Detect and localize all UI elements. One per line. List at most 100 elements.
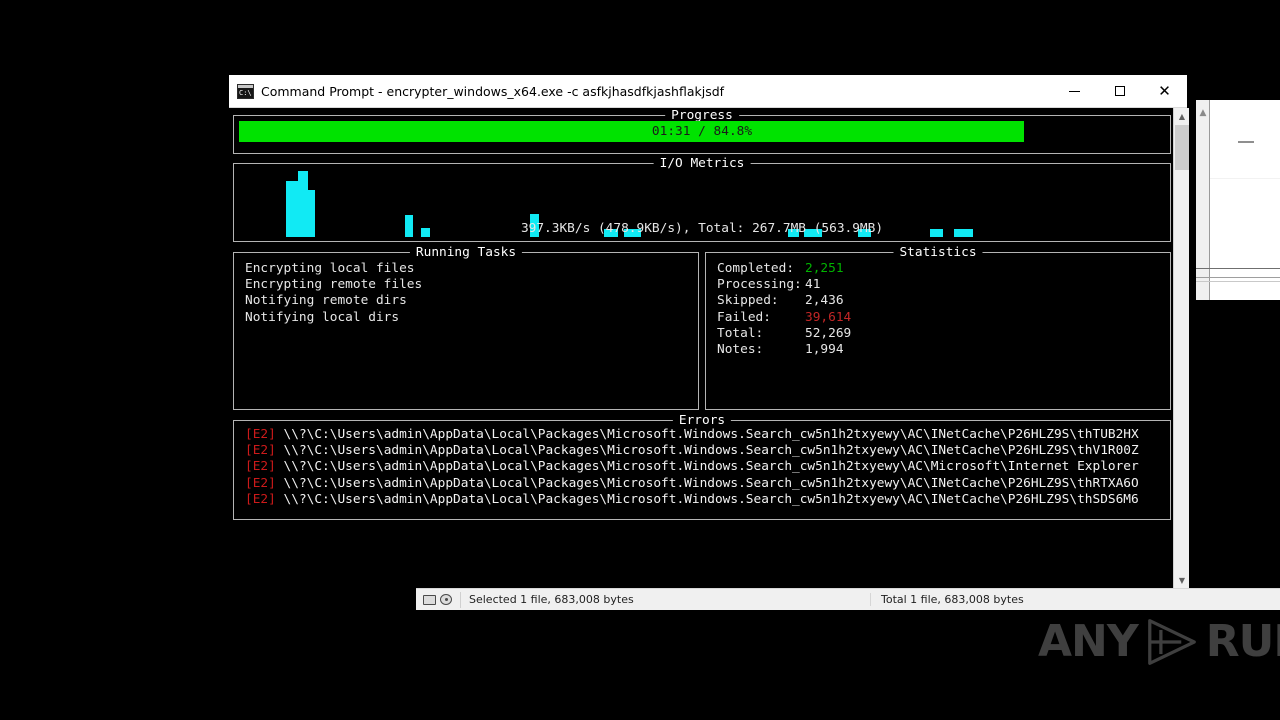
io-bar — [405, 215, 413, 237]
background-divider — [1196, 281, 1280, 282]
background-divider — [1196, 268, 1280, 269]
statistics-row: Notes: 1,994 — [717, 342, 1164, 358]
background-window-sidebar — [1196, 100, 1210, 300]
error-path: \\?\C:\Users\admin\AppData\Local\Package… — [283, 475, 1139, 491]
statistics-list: Completed: 2,251 Processing: 41 Skipped: 2,43… — [717, 261, 1164, 358]
scroll-up-icon[interactable]: ▲ — [1178, 112, 1186, 121]
statistics-label: Processing: — [717, 277, 802, 293]
errors-panel: Errors [E2] \\?\C:\Users\admin\AppData\L… — [233, 413, 1171, 520]
statistics-row: Failed: 39,614 — [717, 310, 1164, 326]
io-bar — [308, 190, 315, 237]
statistics-label: Completed: — [717, 261, 795, 276]
chevron-up-icon[interactable]: ▲ — [1199, 108, 1207, 118]
scroll-down-icon[interactable]: ▼ — [1178, 576, 1186, 585]
running-task-item: Encrypting remote files — [245, 277, 423, 293]
command-prompt-window: Command Prompt - encrypter_windows_x64.e… — [228, 74, 1189, 605]
scrollbar-thumb[interactable] — [1175, 125, 1189, 170]
status-bar: Selected 1 file, 683,008 bytes Total 1 f… — [416, 588, 1280, 610]
io-bar — [858, 229, 871, 237]
errors-panel-title: Errors — [672, 413, 732, 428]
io-throughput-chart — [236, 166, 1168, 239]
io-bar — [954, 229, 973, 237]
maximize-icon — [1114, 86, 1125, 96]
statistics-value: 39,614 — [805, 309, 852, 325]
background-divider — [1210, 178, 1280, 179]
disc-icon — [440, 594, 452, 605]
minimize-button[interactable] — [1052, 75, 1097, 107]
error-code-badge: [E2] — [245, 443, 284, 459]
statistics-panel: Statistics Completed: 2,251 Processing: 41 S… — [705, 245, 1171, 410]
statistics-row: Skipped: 2,436 — [717, 293, 1164, 309]
status-bar-divider — [460, 591, 461, 608]
statistics-value: 2,251 — [805, 261, 844, 276]
statistics-value: 41 — [805, 277, 821, 293]
error-code-badge: [E2] — [245, 427, 284, 442]
error-code-badge: [E2] — [245, 459, 284, 475]
io-bar — [298, 171, 308, 237]
running-tasks-list: Encrypting local files Encrypting remote … — [245, 261, 692, 326]
running-task-item: Encrypting local files — [245, 261, 415, 276]
window-controls: ✕ — [1052, 75, 1187, 107]
statistics-label: Skipped: — [717, 293, 779, 309]
io-bar — [624, 229, 641, 237]
status-selected-info: Selected 1 file, 683,008 bytes — [469, 593, 634, 606]
window-title: Command Prompt - encrypter_windows_x64.e… — [261, 83, 725, 99]
statistics-row: Completed: 2,251 — [717, 261, 1164, 277]
progress-bar: 01:31 / 84.8% — [239, 121, 1165, 142]
minimize-icon — [1069, 90, 1080, 92]
error-row: [E2] \\?\C:\Users\admin\AppData\Local\Pa… — [245, 427, 1166, 443]
io-bar — [804, 229, 822, 237]
io-metrics-panel: I/O Metrics 397.3KB/s (478.9KB/s), Total… — [233, 156, 1171, 242]
background-window — [1196, 100, 1280, 300]
close-button[interactable]: ✕ — [1142, 75, 1187, 107]
monitor-icon — [423, 594, 436, 605]
watermark-text-run: RUN — [1205, 616, 1280, 667]
statistics-row: Total: 52,269 — [717, 326, 1164, 342]
error-row: [E2] \\?\C:\Users\admin\AppData\Local\Pa… — [245, 476, 1166, 492]
io-metrics-panel-title: I/O Metrics — [653, 156, 751, 171]
watermark-text-any: ANY — [1038, 616, 1139, 667]
progress-bar-fill — [239, 121, 1025, 142]
console-output: Progress 01:31 / 84.8% I/O Metrics 397.3… — [229, 108, 1189, 605]
statistics-value: 1,994 — [805, 342, 844, 358]
progress-panel-title: Progress — [665, 108, 739, 123]
cmd-icon — [237, 83, 254, 99]
statistics-label: Total: — [717, 325, 764, 341]
statistics-row: Processing: 41 — [717, 277, 1164, 293]
error-path: \\?\C:\Users\admin\AppData\Local\Package… — [283, 491, 1139, 507]
io-bar — [788, 229, 799, 237]
statistics-label: Notes: — [717, 342, 764, 358]
error-code-badge: [E2] — [245, 475, 284, 491]
errors-list: [E2] \\?\C:\Users\admin\AppData\Local\Pa… — [245, 427, 1166, 508]
statistics-panel-title: Statistics — [893, 245, 983, 260]
io-bar — [930, 229, 943, 237]
error-path: \\?\C:\Users\admin\AppData\Local\Package… — [283, 459, 1139, 475]
anyrun-watermark: ANY RUN — [1038, 616, 1280, 667]
status-total-info: Total 1 file, 683,008 bytes — [870, 593, 1280, 606]
error-path: \\?\C:\Users\admin\AppData\Local\Package… — [283, 443, 1139, 459]
play-triangle-icon — [1147, 618, 1196, 665]
io-summary-text: 397.3KB/s (478.9KB/s), Total: 267.7MB (5… — [520, 221, 884, 236]
io-bar — [530, 214, 539, 237]
close-icon: ✕ — [1158, 81, 1171, 100]
io-bar — [604, 229, 618, 237]
running-tasks-panel: Running Tasks Encrypting local files Encr… — [233, 245, 699, 410]
status-bar-icons — [423, 594, 452, 605]
io-bar — [421, 228, 430, 237]
console-scrollbar[interactable]: ▲ ▼ — [1173, 108, 1189, 589]
io-bar — [286, 181, 298, 237]
statistics-value: 52,269 — [805, 325, 852, 341]
titlebar[interactable]: Command Prompt - encrypter_windows_x64.e… — [229, 75, 1187, 108]
error-path: \\?\C:\Users\admin\AppData\Local\Package… — [283, 427, 1139, 442]
progress-label: 01:31 / 84.8% — [651, 124, 753, 139]
error-code-badge: [E2] — [245, 491, 284, 507]
error-row: [E2] \\?\C:\Users\admin\AppData\Local\Pa… — [245, 492, 1166, 508]
background-minimize-icon[interactable] — [1238, 141, 1254, 143]
running-task-item: Notifying local dirs — [245, 309, 400, 325]
error-row: [E2] \\?\C:\Users\admin\AppData\Local\Pa… — [245, 443, 1166, 459]
statistics-label: Failed: — [717, 309, 771, 325]
maximize-button[interactable] — [1097, 75, 1142, 107]
running-tasks-panel-title: Running Tasks — [409, 245, 523, 260]
error-row: [E2] \\?\C:\Users\admin\AppData\Local\Pa… — [245, 459, 1166, 475]
